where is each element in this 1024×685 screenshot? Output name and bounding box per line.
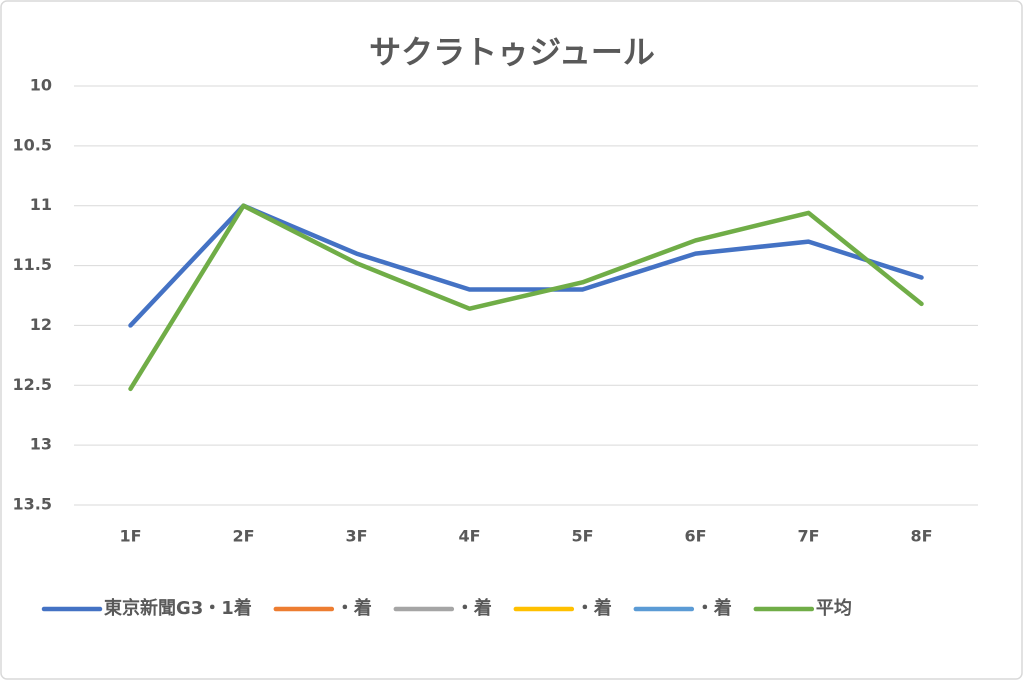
- legend-label: ・着: [576, 597, 612, 619]
- x-tick-label: 2F: [232, 527, 254, 546]
- series-line: [128, 203, 924, 392]
- x-tick-label: 3F: [345, 527, 367, 546]
- legend-label: ・着: [336, 597, 372, 619]
- y-tick-label: 13: [30, 435, 52, 454]
- y-tick-label: 10.5: [13, 135, 52, 154]
- x-tick-label: 6F: [684, 527, 706, 546]
- y-tick-label: 10: [30, 76, 52, 95]
- x-tick-label: 4F: [458, 527, 480, 546]
- y-tick-label: 11.5: [13, 255, 52, 274]
- y-tick-label: 13.5: [13, 495, 52, 514]
- chart-title: サクラトゥジュール: [369, 33, 655, 71]
- legend-label: ・着: [456, 597, 492, 619]
- x-tick-label: 1F: [119, 527, 141, 546]
- legend-label: 東京新聞G3・1着: [104, 597, 252, 619]
- x-tick-label: 8F: [910, 527, 932, 546]
- x-tick-label: 5F: [571, 527, 593, 546]
- legend-label: ・着: [696, 597, 732, 619]
- y-tick-label: 12: [30, 315, 52, 334]
- x-tick-label: 7F: [797, 527, 819, 546]
- y-tick-label: 11: [30, 195, 52, 214]
- y-tick-label: 12.5: [13, 375, 52, 394]
- legend-label: 平均: [816, 597, 852, 619]
